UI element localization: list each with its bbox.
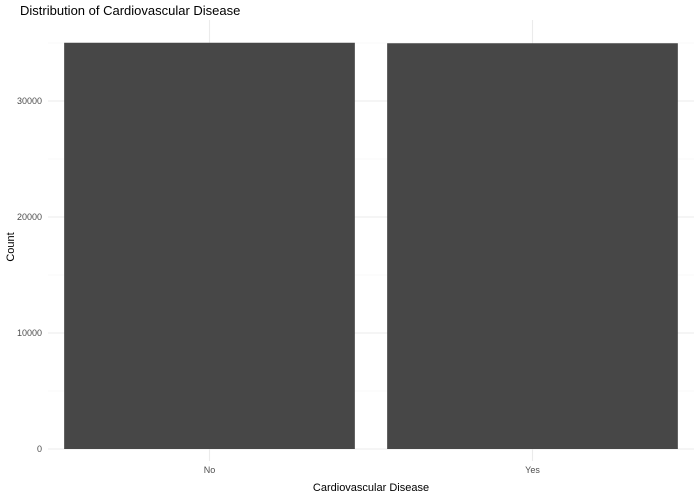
y-tick-label: 0 <box>37 444 42 454</box>
bar-yes <box>387 43 678 450</box>
y-tick-label: 20000 <box>17 212 42 222</box>
chart-title: Distribution of Cardiovascular Disease <box>20 3 241 18</box>
x-axis-label: Cardiovascular Disease <box>312 482 430 494</box>
y-tick-label: 30000 <box>17 96 42 106</box>
x-tick-label: Yes <box>525 465 540 475</box>
y-tick-label: 10000 <box>17 328 42 338</box>
bar-no <box>64 42 355 449</box>
x-tick-label: No <box>204 465 216 475</box>
y-axis-label: Count <box>5 232 17 262</box>
